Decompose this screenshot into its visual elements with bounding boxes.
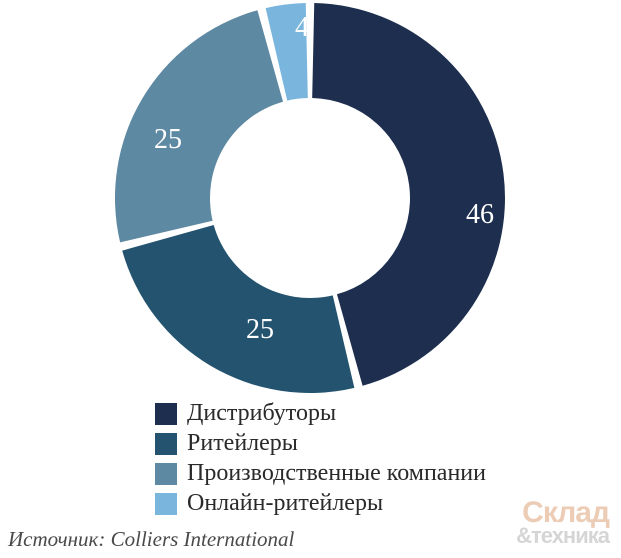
donut-slice-1 (122, 225, 354, 393)
donut-chart: 46 25 25 4 (0, 0, 621, 400)
legend-label-1: Ритейлеры (187, 430, 298, 457)
legend-swatch-1 (155, 433, 177, 455)
donut-svg (0, 0, 621, 400)
legend: Дистрибуторы Ритейлеры Производственные ко… (155, 400, 486, 520)
legend-swatch-0 (155, 403, 177, 425)
legend-item-1: Ритейлеры (155, 430, 486, 457)
slice-value-0: 46 (466, 199, 494, 231)
legend-swatch-3 (155, 493, 177, 515)
legend-swatch-2 (155, 463, 177, 485)
watermark: Склад &техника (516, 499, 609, 546)
legend-item-0: Дистрибуторы (155, 400, 486, 427)
source-text: Источник: Colliers International (8, 527, 294, 552)
donut-slice-0 (312, 3, 505, 386)
legend-item-2: Производственные компании (155, 460, 486, 487)
legend-label-0: Дистрибуторы (187, 400, 336, 427)
legend-label-3: Онлайн-ритейлеры (187, 490, 383, 517)
slice-value-2: 25 (154, 124, 182, 156)
donut-slice-2 (115, 10, 283, 242)
slice-value-1: 25 (246, 314, 274, 346)
slice-value-3: 4 (295, 12, 309, 44)
watermark-line1: Склад (516, 499, 609, 526)
legend-item-3: Онлайн-ритейлеры (155, 490, 486, 517)
watermark-line2: &техника (516, 526, 609, 546)
legend-label-2: Производственные компании (187, 460, 486, 487)
